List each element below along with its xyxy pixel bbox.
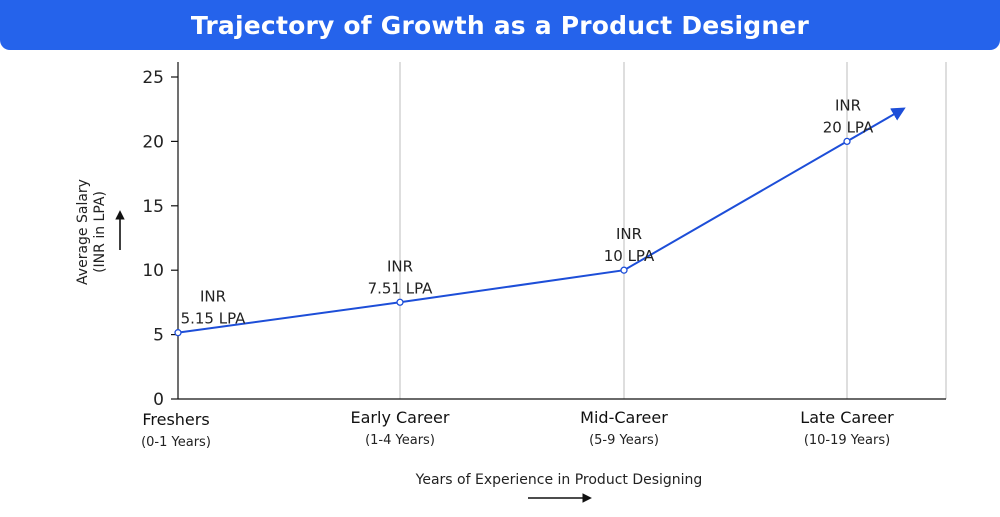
- data-label: INR: [200, 288, 226, 306]
- data-point: [396, 298, 404, 306]
- data-label: INR: [387, 257, 413, 275]
- y-tick-label: 5: [153, 326, 164, 346]
- chart-title: Trajectory of Growth as a Product Design…: [190, 10, 810, 40]
- data-label: 5.15 LPA: [181, 310, 247, 328]
- data-label: INR: [835, 96, 861, 114]
- data-label: INR: [616, 225, 642, 243]
- y-axis-title-unit: (INR in LPA): [92, 191, 108, 273]
- trend-arrow: [846, 107, 906, 143]
- y-tick-label: 0: [153, 390, 164, 410]
- x-axis-title: Years of Experience in Product Designing: [415, 472, 703, 488]
- title-banner: Trajectory of Growth as a Product Design…: [0, 0, 1000, 50]
- y-tick-label: 10: [142, 261, 164, 281]
- x-category-sublabel: (5-9 Years): [589, 433, 659, 448]
- data-label: 10 LPA: [604, 247, 655, 265]
- x-category-label: Freshers: [142, 410, 209, 429]
- x-category-sublabel: (10-19 Years): [804, 433, 890, 448]
- y-tick-label: 15: [142, 197, 164, 217]
- x-category-sublabel: (0-1 Years): [141, 435, 211, 450]
- y-tick-label: 20: [142, 132, 164, 152]
- x-category-label: Early Career: [351, 408, 450, 427]
- x-category-sublabel: (1-4 Years): [365, 433, 435, 448]
- data-label: 7.51 LPA: [368, 279, 434, 297]
- data-point: [843, 137, 851, 146]
- y-axis-title: Average Salary: [75, 179, 91, 285]
- data-label: 20 LPA: [823, 118, 874, 136]
- y-tick-label: 25: [142, 68, 164, 88]
- series-line: [177, 140, 848, 334]
- data-point: [620, 266, 628, 274]
- x-category-label: Late Career: [800, 408, 894, 427]
- data-point: [174, 329, 182, 337]
- x-category-label: Mid-Career: [580, 408, 668, 427]
